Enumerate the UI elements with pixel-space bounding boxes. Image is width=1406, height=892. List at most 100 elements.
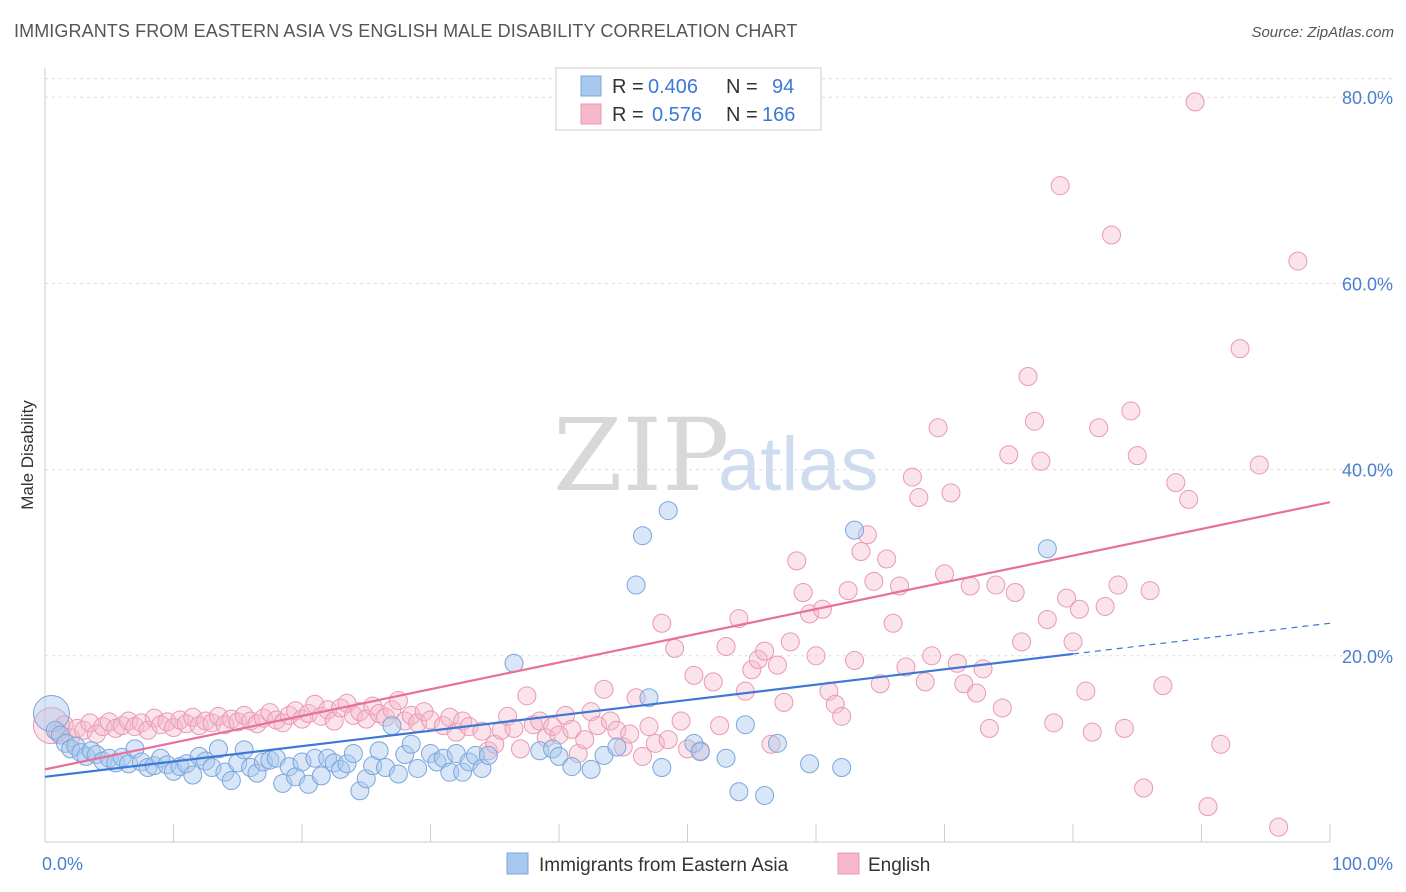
eastern-asia-point bbox=[369, 741, 389, 761]
english-point bbox=[857, 525, 877, 545]
english-point bbox=[1185, 92, 1205, 112]
eastern-asia-point bbox=[1037, 539, 1057, 559]
eastern-asia-point bbox=[253, 752, 273, 772]
y-tick-label: 20.0% bbox=[1342, 647, 1393, 667]
eastern-asia-point bbox=[408, 758, 428, 778]
y-axis-label: Male Disability bbox=[18, 400, 37, 510]
english-point bbox=[742, 660, 762, 680]
grid-lines bbox=[45, 78, 1392, 657]
english-point bbox=[915, 672, 935, 692]
eastern-asia-point bbox=[845, 520, 865, 540]
english-point bbox=[1018, 367, 1038, 387]
english-point bbox=[369, 704, 389, 724]
eastern-asia-point bbox=[716, 748, 736, 768]
english-point bbox=[639, 717, 659, 737]
english-point bbox=[138, 720, 158, 740]
english-point bbox=[832, 706, 852, 726]
english-point bbox=[1063, 632, 1083, 652]
x-tick-label: 100.0% bbox=[1332, 854, 1393, 874]
series-label-english: English bbox=[868, 855, 930, 876]
eastern-asia-point bbox=[729, 782, 749, 802]
eastern-asia-point bbox=[350, 781, 370, 801]
eastern-asia-points bbox=[32, 501, 1057, 805]
english-point bbox=[671, 711, 691, 731]
english-point bbox=[774, 692, 794, 712]
eastern-asia-point bbox=[639, 688, 659, 708]
eastern-asia-point bbox=[279, 757, 299, 777]
english-point bbox=[1288, 251, 1308, 271]
english-point bbox=[928, 418, 948, 438]
english-point bbox=[1076, 681, 1096, 701]
eastern-asia-point bbox=[343, 744, 363, 764]
eastern-asia-point bbox=[755, 785, 775, 805]
axes bbox=[44, 68, 1331, 843]
eastern-asia-point bbox=[543, 739, 563, 759]
english-point bbox=[1012, 632, 1032, 652]
eastern-asia-point bbox=[208, 739, 228, 759]
eastern-asia-point bbox=[247, 763, 267, 783]
eastern-asia-point bbox=[453, 762, 473, 782]
english-point bbox=[562, 719, 582, 739]
english-point bbox=[1044, 713, 1064, 733]
english-point bbox=[999, 445, 1019, 465]
english-point bbox=[909, 488, 929, 508]
legend-r-label-1: R = bbox=[612, 76, 644, 98]
eastern-asia-point bbox=[549, 746, 569, 766]
english-point bbox=[767, 655, 787, 675]
english-point bbox=[1127, 446, 1147, 466]
eastern-asia-point bbox=[260, 750, 280, 770]
english-point bbox=[1166, 473, 1186, 493]
english-point bbox=[575, 730, 595, 750]
english-point bbox=[485, 734, 505, 754]
eastern-asia-point bbox=[66, 736, 86, 756]
english-point bbox=[851, 542, 871, 562]
english-point bbox=[633, 746, 653, 766]
english-point bbox=[780, 632, 800, 652]
eastern-asia-point bbox=[652, 758, 672, 778]
eastern-asia-point bbox=[735, 715, 755, 735]
english-point bbox=[1095, 596, 1115, 616]
eastern-asia-point bbox=[607, 737, 627, 757]
english-point bbox=[922, 646, 942, 666]
english-point bbox=[549, 725, 569, 745]
eastern-asia-point bbox=[183, 765, 203, 785]
english-point bbox=[877, 549, 897, 569]
y-tick-labels: 20.0% 40.0% 60.0% 80.0% bbox=[1342, 88, 1393, 667]
english-point bbox=[755, 641, 775, 661]
english-point bbox=[1089, 418, 1109, 438]
english-point bbox=[1031, 451, 1051, 471]
english-point bbox=[1269, 817, 1289, 837]
english-point bbox=[665, 638, 685, 658]
eastern-asia-point bbox=[427, 752, 447, 772]
english-point bbox=[896, 657, 916, 677]
eastern-asia-point bbox=[388, 764, 408, 784]
eastern-asia-point bbox=[478, 745, 498, 765]
legend-n-value-2: 166 bbox=[762, 104, 795, 126]
english-point bbox=[594, 679, 614, 699]
english-point bbox=[902, 467, 922, 487]
series-swatch-pink bbox=[837, 852, 860, 875]
legend-n-value-1: 94 bbox=[772, 76, 794, 98]
english-point bbox=[761, 734, 781, 754]
english-point bbox=[196, 711, 216, 731]
english-point bbox=[1249, 455, 1269, 475]
eastern-asia-point bbox=[832, 758, 852, 778]
english-point bbox=[600, 711, 620, 731]
english-point bbox=[787, 551, 807, 571]
english-point bbox=[703, 672, 723, 692]
english-point bbox=[401, 705, 421, 725]
english-point bbox=[838, 581, 858, 601]
legend-swatch-blue bbox=[580, 75, 602, 97]
english-point bbox=[864, 571, 884, 591]
english-point bbox=[517, 686, 537, 706]
english-point bbox=[382, 700, 402, 720]
english-point bbox=[607, 720, 627, 740]
english-trend-line bbox=[44, 501, 1331, 771]
x-tick-labels: 0.0% 100.0% bbox=[42, 854, 1393, 874]
english-point bbox=[716, 637, 736, 656]
english-point bbox=[967, 683, 987, 703]
english-point bbox=[870, 674, 890, 694]
english-point bbox=[472, 721, 492, 741]
english-point bbox=[652, 613, 672, 633]
eastern-asia-point bbox=[311, 766, 331, 786]
